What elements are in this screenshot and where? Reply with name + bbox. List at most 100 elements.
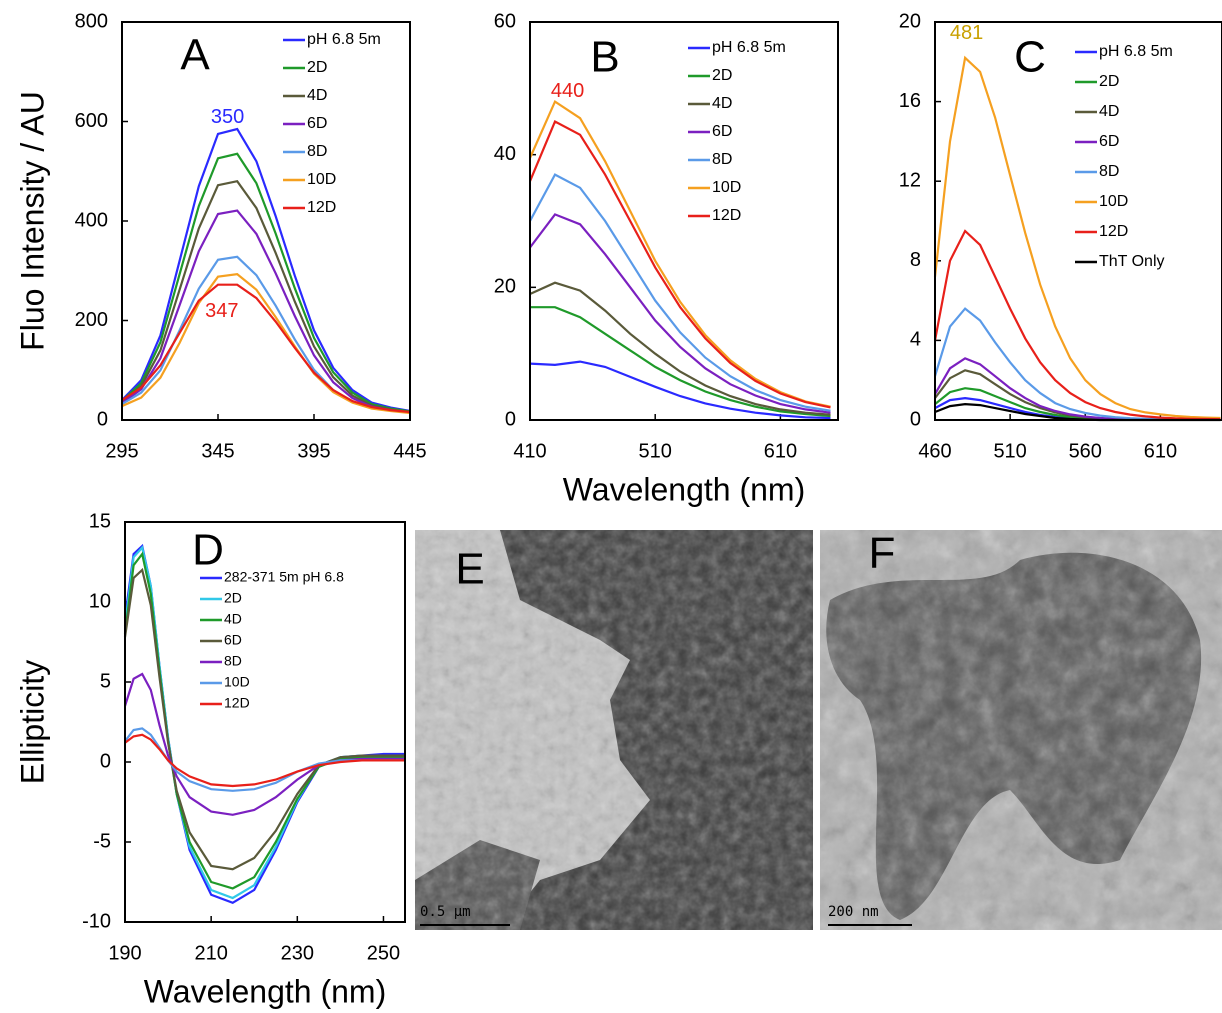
series-line — [529, 360, 831, 420]
y-tick-label: 15 — [89, 510, 111, 532]
legend-label: 2D — [712, 67, 732, 84]
y-tick-label: 0 — [97, 408, 108, 430]
legend-label: 8D — [712, 151, 732, 168]
legend-label: ThT Only — [1099, 253, 1165, 270]
y-tick-label: 0 — [910, 408, 921, 430]
x-tick-label: 610 — [1144, 440, 1177, 462]
y-tick-label: -10 — [82, 910, 111, 932]
y-tick-label: 10 — [89, 590, 111, 612]
micrograph-f — [820, 530, 1222, 930]
legend-label: 4D — [712, 95, 732, 112]
legend-label: 10D — [307, 171, 336, 188]
micrograph-e — [415, 530, 813, 930]
plot-frame — [529, 21, 839, 421]
legend-label: 6D — [307, 115, 327, 132]
legend-label: 12D — [307, 199, 336, 216]
x-tick-label: 410 — [513, 440, 546, 462]
x-tick-label: 560 — [1069, 440, 1102, 462]
legend-label: 8D — [224, 653, 242, 669]
series-line — [124, 733, 405, 788]
annotation: 481 — [950, 22, 983, 44]
y-axis-label: Fluo Intensity / AU — [14, 91, 50, 351]
series-line — [933, 55, 1221, 420]
y-axis-label: Ellipticity — [14, 660, 50, 784]
series-line — [530, 306, 831, 418]
legend-label: 2D — [307, 59, 327, 76]
image-label: E — [455, 545, 484, 594]
legend-label: pH 6.8 5m — [1099, 43, 1173, 60]
x-tick-label: 445 — [393, 440, 426, 462]
legend-label: 2D — [224, 590, 242, 606]
y-tick-label: 20 — [899, 10, 921, 32]
series-line — [933, 229, 1221, 421]
x-tick-label: 510 — [639, 440, 672, 462]
legend-label: 6D — [224, 632, 242, 648]
legend-label: 8D — [1099, 163, 1119, 180]
legend-label: 4D — [1099, 103, 1119, 120]
series-line — [528, 99, 831, 408]
series-line — [529, 213, 831, 414]
x-axis-label: Wavelength (nm) — [563, 471, 805, 507]
plot-frame — [121, 21, 411, 421]
scale-bar-label: 0.5 μm — [420, 904, 471, 920]
series-line — [121, 209, 411, 414]
x-tick-label: 460 — [918, 440, 951, 462]
y-tick-label: -5 — [93, 830, 111, 852]
x-axis-label: Wavelength (nm) — [144, 973, 386, 1009]
legend-label: 6D — [712, 123, 732, 140]
series-line — [123, 672, 405, 816]
x-tick-label: 295 — [105, 440, 138, 462]
y-tick-label: 16 — [899, 90, 921, 112]
series-line — [121, 283, 411, 414]
plot-frame — [124, 521, 406, 923]
y-tick-label: 40 — [494, 143, 516, 165]
legend-label: 282-371 5m pH 6.8 — [224, 569, 344, 585]
x-tick-label: 230 — [281, 942, 314, 964]
series-line — [123, 567, 405, 871]
plot-frame — [934, 21, 1222, 421]
legend-label: 6D — [1099, 133, 1119, 150]
y-tick-label: 0 — [100, 750, 111, 772]
y-tick-label: 800 — [75, 10, 108, 32]
series-line — [124, 727, 405, 792]
legend-label: 8D — [307, 143, 327, 160]
legend-label: 12D — [712, 207, 741, 224]
x-tick-label: 210 — [194, 942, 227, 964]
legend-label: pH 6.8 5m — [712, 39, 786, 56]
legend-label: 10D — [712, 179, 741, 196]
y-tick-label: 4 — [910, 329, 921, 351]
series-line — [121, 179, 411, 414]
y-tick-label: 200 — [75, 309, 108, 331]
panel-label: B — [590, 33, 619, 82]
legend-label: 4D — [224, 611, 242, 627]
y-tick-label: 5 — [100, 670, 111, 692]
series-line — [121, 273, 411, 415]
panel-label: A — [180, 31, 210, 80]
series-line — [934, 369, 1221, 421]
scale-bar-label: 200 nm — [828, 904, 879, 920]
legend-label: 10D — [1099, 193, 1128, 210]
x-tick-label: 395 — [297, 440, 330, 462]
y-tick-label: 12 — [899, 169, 921, 191]
legend-label: pH 6.8 5m — [307, 31, 381, 48]
x-tick-label: 610 — [764, 440, 797, 462]
series-line — [121, 127, 411, 413]
annotation: 350 — [211, 106, 244, 128]
y-tick-label: 60 — [494, 10, 516, 32]
series-line — [528, 119, 831, 409]
legend-label: 10D — [224, 674, 250, 690]
y-tick-label: 400 — [75, 209, 108, 231]
panel-label: C — [1014, 33, 1046, 82]
series-line — [529, 281, 831, 416]
y-tick-label: 0 — [505, 408, 516, 430]
series-line — [123, 551, 405, 890]
legend-label: 4D — [307, 87, 327, 104]
legend-label: 12D — [1099, 223, 1128, 240]
y-tick-label: 600 — [75, 110, 108, 132]
series-line — [121, 152, 411, 413]
legend-label: 12D — [224, 695, 250, 711]
y-tick-label: 8 — [910, 249, 921, 271]
legend-label: 2D — [1099, 73, 1119, 90]
x-tick-label: 510 — [993, 440, 1026, 462]
